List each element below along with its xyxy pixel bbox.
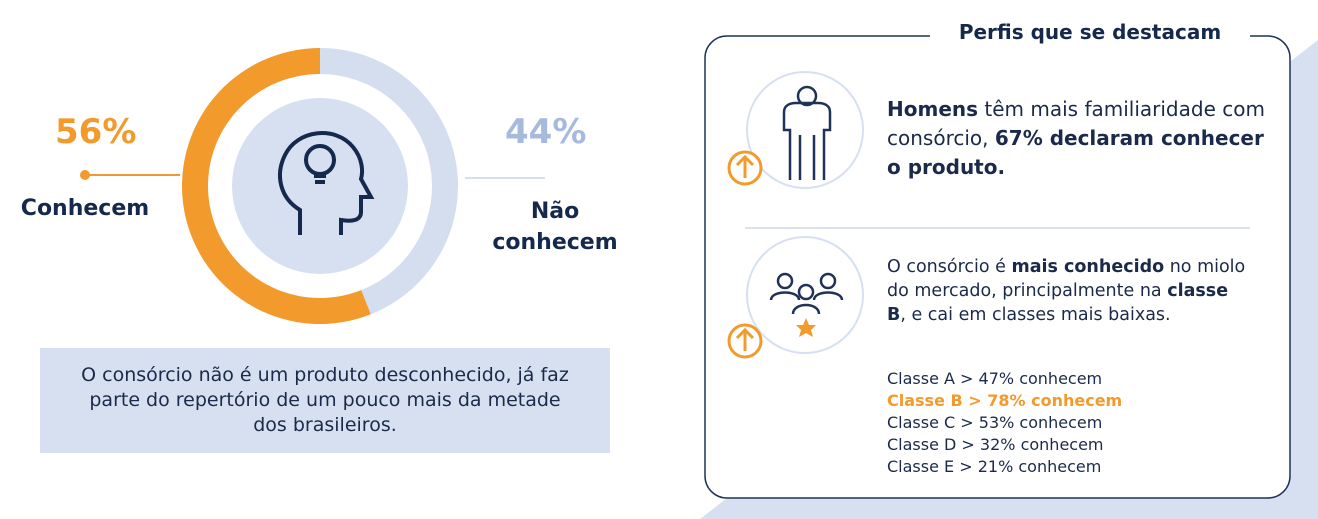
connector-dot bbox=[80, 170, 90, 180]
profile-text: Homens têm mais familiaridade com consór… bbox=[887, 95, 1272, 182]
class-item: Classe A > 47% conhecem bbox=[887, 369, 1103, 388]
group-icon bbox=[746, 236, 864, 354]
text-segment: Homens bbox=[887, 97, 979, 121]
man-icon bbox=[746, 71, 864, 189]
class-list: Classe A > 47% conhecem Classe B > 78% co… bbox=[887, 368, 1122, 478]
class-item: Classe C > 53% conhecem bbox=[887, 413, 1103, 432]
class-item: Classe B > 78% conhecem bbox=[887, 391, 1123, 410]
arrow-icon bbox=[727, 323, 763, 359]
class-item: Classe E > 21% conhecem bbox=[887, 457, 1102, 476]
text-segment: têm mais familiaridade com consórcio, bbox=[887, 97, 1265, 150]
summary: O consórcio não é um produto desconhecid… bbox=[40, 348, 610, 453]
star-icon bbox=[796, 318, 816, 337]
arrow-icon bbox=[727, 150, 763, 186]
value-label: 44% bbox=[505, 112, 587, 152]
text-segment: , e cai em classes mais baixas. bbox=[900, 305, 1171, 325]
text-segment: 67% declaram conhecer o produto. bbox=[887, 126, 1264, 179]
category-label: Não conhecem bbox=[492, 199, 618, 255]
text-segment: no miolo do mercado, principalmente na bbox=[887, 257, 1246, 301]
category-label: Conhecem bbox=[20, 196, 150, 221]
text-segment: O consórcio é bbox=[887, 257, 1012, 277]
inner-circle bbox=[232, 98, 408, 274]
head-icon bbox=[278, 131, 375, 235]
text-segment: mais conhecido bbox=[1011, 257, 1165, 277]
profile-text: O consórcio é mais conhecido no miolo do… bbox=[887, 255, 1247, 327]
donut-segment bbox=[320, 48, 458, 315]
donut-segment bbox=[181, 47, 371, 324]
class-item: Classe D > 32% conhecem bbox=[887, 435, 1104, 454]
panel-title: Perfis que se destacam bbox=[930, 20, 1250, 44]
text-segment: classe B bbox=[887, 281, 1229, 325]
value-label: 56% bbox=[55, 112, 137, 152]
